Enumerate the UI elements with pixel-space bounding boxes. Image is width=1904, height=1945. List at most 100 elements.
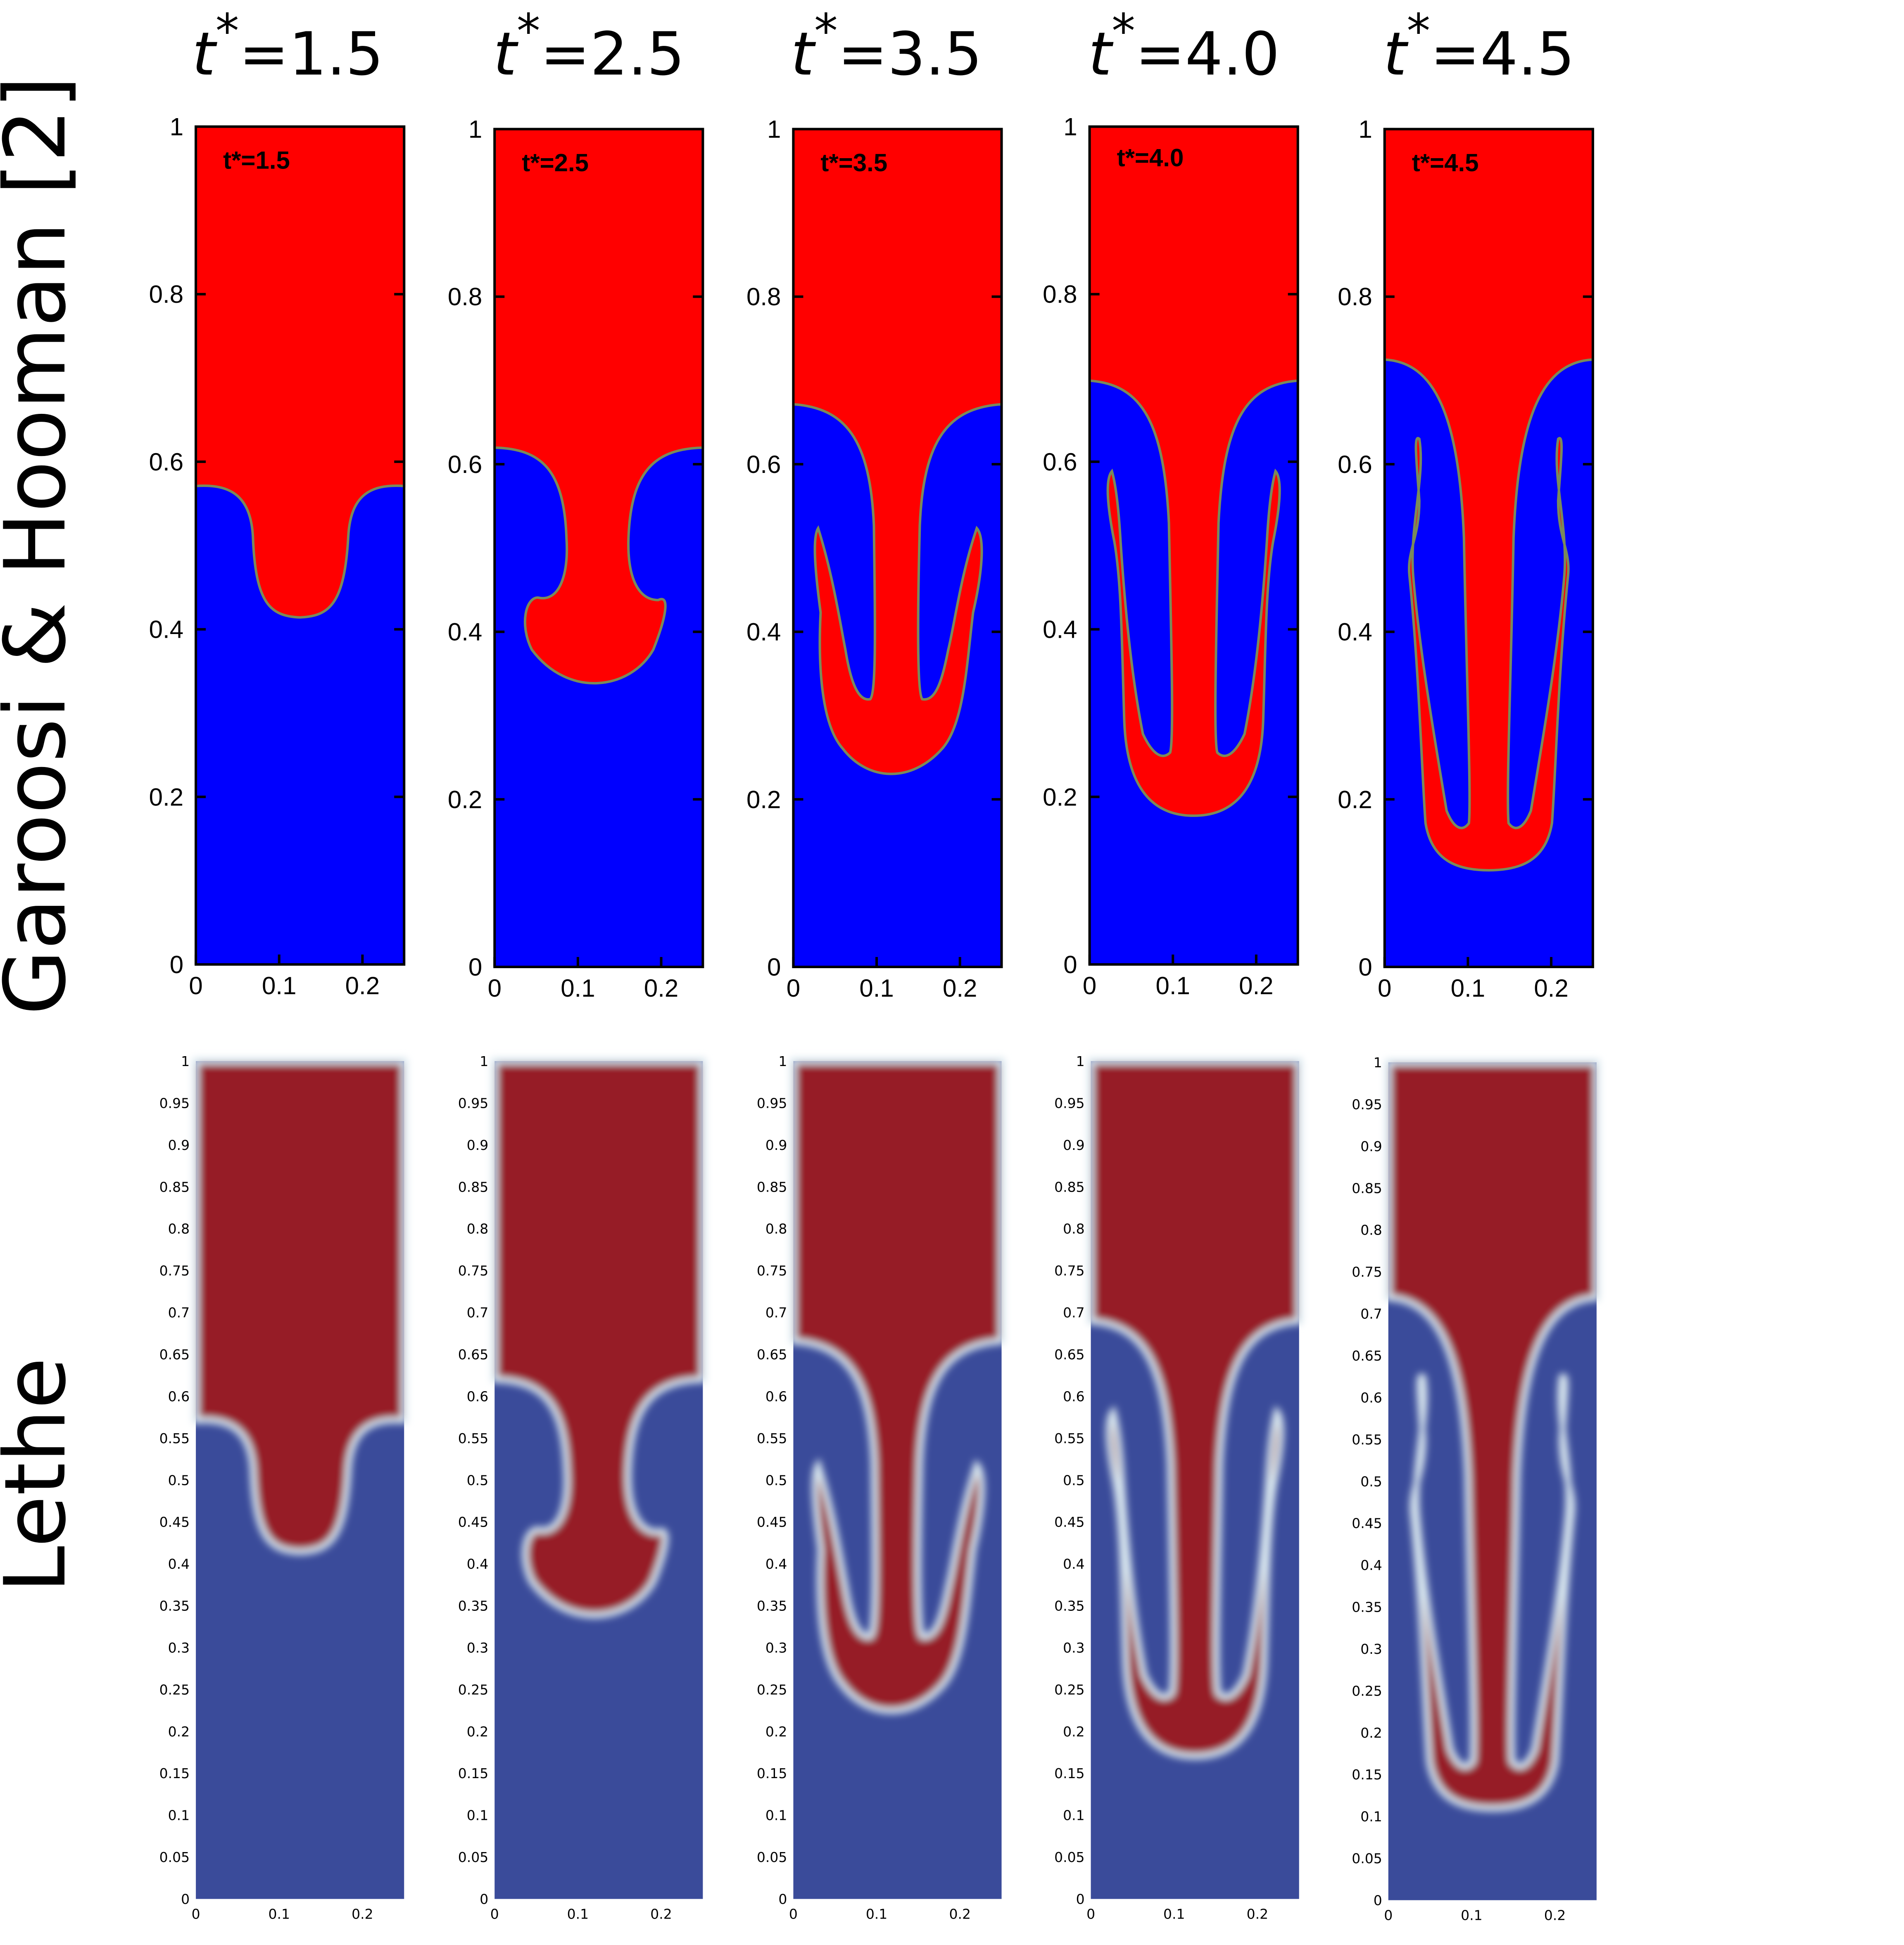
y-tick-label: 0.95 — [1352, 1096, 1382, 1112]
y-tick-label: 0.95 — [757, 1095, 787, 1111]
x-tick-label: 0 — [1384, 1907, 1393, 1923]
col-title-4: t*=4.0 — [1089, 4, 1280, 89]
y-tick-label: 0.8 — [149, 280, 183, 308]
y-tick-label: 0.35 — [757, 1598, 787, 1614]
y-tick-label: 0.15 — [1054, 1765, 1084, 1781]
panel-tag: t*=4.5 — [1412, 149, 1479, 177]
y-tick-label: 1 — [767, 116, 781, 143]
y-tick-label: 0.45 — [458, 1514, 488, 1530]
x-tick-label: 0.2 — [1544, 1907, 1566, 1923]
y-tick-label: 0.2 — [149, 783, 183, 811]
y-tick-label: 0.75 — [458, 1263, 488, 1279]
x-tick-label: 0 — [189, 972, 202, 1000]
y-tick-label: 0 — [170, 951, 183, 978]
col-title-5: t*=4.5 — [1383, 4, 1575, 89]
y-tick-label: 0 — [767, 953, 781, 981]
y-tick-label: 0 — [1358, 953, 1372, 981]
reference-panel-2: t*=2.5 — [493, 128, 704, 968]
y-tick-label: 0.95 — [458, 1095, 488, 1111]
y-tick-label: 0.4 — [168, 1556, 190, 1572]
simulation-panel-5 — [1385, 1059, 1600, 1900]
y-tick-label: 0.5 — [1360, 1473, 1382, 1489]
y-tick-label: 0 — [181, 1891, 190, 1907]
y-tick-label: 0.8 — [1043, 280, 1077, 308]
row-label-reference: Garoosi & Hooman [2] — [0, 76, 85, 1015]
y-tick-label: 0.85 — [1352, 1180, 1382, 1196]
y-tick-label: 0.55 — [1352, 1432, 1382, 1448]
panel-tag: t*=1.5 — [223, 147, 290, 174]
row-label-simulation: Lethe — [0, 1357, 85, 1593]
y-tick-label: 0.8 — [448, 283, 482, 311]
y-tick-label: 0.8 — [168, 1221, 190, 1237]
y-tick-label: 0.2 — [1063, 1724, 1084, 1740]
y-tick-label: 1 — [1076, 1053, 1085, 1069]
y-tick-label: 1 — [181, 1053, 190, 1069]
y-tick-label: 0.4 — [448, 618, 482, 646]
y-tick-label: 0.8 — [1063, 1221, 1084, 1237]
y-tick-label: 0.65 — [1054, 1347, 1084, 1363]
y-tick-label: 0.45 — [757, 1514, 787, 1530]
y-tick-label: 0.3 — [467, 1640, 488, 1656]
x-tick-label: 0.2 — [1247, 1906, 1268, 1922]
y-tick-label: 0.2 — [746, 786, 781, 813]
y-tick-label: 0.35 — [159, 1598, 190, 1614]
y-tick-label: 0.6 — [168, 1388, 190, 1404]
y-tick-label: 0.25 — [757, 1681, 787, 1698]
y-tick-label: 0.55 — [159, 1430, 190, 1446]
y-tick-label: 0.8 — [746, 283, 781, 311]
x-tick-label: 0.1 — [866, 1906, 887, 1922]
y-tick-label: 0.7 — [168, 1305, 190, 1321]
column-titles: t*=1.5 t*=2.5 t*=3.5 t*=4.0 t*=4.5 — [192, 4, 1575, 89]
y-tick-label: 0.05 — [757, 1849, 787, 1865]
col-title-3: t*=3.5 — [791, 4, 982, 89]
panel-tag: t*=3.5 — [820, 149, 887, 177]
y-tick-label: 0.1 — [765, 1807, 787, 1824]
x-tick-label: 0 — [1083, 972, 1096, 1000]
y-tick-label: 0.15 — [458, 1765, 488, 1781]
y-tick-label: 0.95 — [1054, 1095, 1084, 1111]
y-tick-label: 0.9 — [1360, 1138, 1382, 1154]
x-tick-label: 0.1 — [1451, 974, 1485, 1002]
y-tick-label: 0.4 — [1043, 616, 1077, 644]
y-tick-label: 0.6 — [448, 451, 482, 478]
y-tick-label: 1 — [480, 1053, 488, 1069]
x-tick-label: 0.1 — [859, 974, 894, 1002]
y-tick-label: 0.4 — [149, 616, 183, 644]
x-tick-label: 0.1 — [269, 1906, 290, 1922]
y-tick-label: 0.2 — [448, 786, 482, 813]
y-tick-label: 0.1 — [168, 1807, 190, 1824]
col-title-1: t*=1.5 — [192, 4, 383, 89]
y-tick-label: 0 — [1063, 951, 1077, 978]
y-tick-label: 0.5 — [467, 1472, 488, 1488]
y-tick-label: 0.5 — [1063, 1472, 1084, 1488]
x-tick-label: 0.2 — [949, 1906, 970, 1922]
x-tick-label: 0.1 — [561, 974, 595, 1002]
y-tick-label: 1 — [1358, 116, 1372, 143]
simulation-panel-2 — [491, 1058, 706, 1899]
y-tick-label: 0.3 — [1063, 1640, 1084, 1656]
y-tick-label: 0.3 — [1360, 1641, 1382, 1657]
x-tick-label: 0.1 — [567, 1906, 589, 1922]
y-tick-label: 0.75 — [159, 1263, 190, 1279]
y-tick-label: 0.85 — [458, 1179, 488, 1195]
x-tick-label: 0.2 — [352, 1906, 373, 1922]
y-tick-label: 0.6 — [467, 1388, 488, 1404]
y-tick-label: 0.15 — [757, 1765, 787, 1781]
panel-tag: t*=2.5 — [522, 149, 589, 177]
y-tick-label: 0.65 — [458, 1347, 488, 1363]
x-tick-label: 0.2 — [644, 974, 678, 1002]
y-tick-label: 0.4 — [1338, 618, 1372, 646]
y-tick-label: 0.05 — [159, 1849, 190, 1865]
y-tick-label: 0.95 — [159, 1095, 190, 1111]
y-tick-label: 0.85 — [757, 1179, 787, 1195]
y-tick-label: 0.6 — [1063, 1388, 1084, 1404]
x-tick-label: 0 — [1378, 974, 1391, 1002]
y-tick-label: 0.1 — [1360, 1809, 1382, 1825]
x-tick-label: 0.2 — [1534, 974, 1568, 1002]
y-tick-label: 0.55 — [757, 1430, 787, 1446]
y-tick-label: 0.6 — [765, 1388, 787, 1404]
y-tick-label: 0.25 — [1352, 1683, 1382, 1699]
reference-panel-3: t*=3.5 — [792, 128, 1003, 968]
y-tick-label: 0.45 — [1054, 1514, 1084, 1530]
